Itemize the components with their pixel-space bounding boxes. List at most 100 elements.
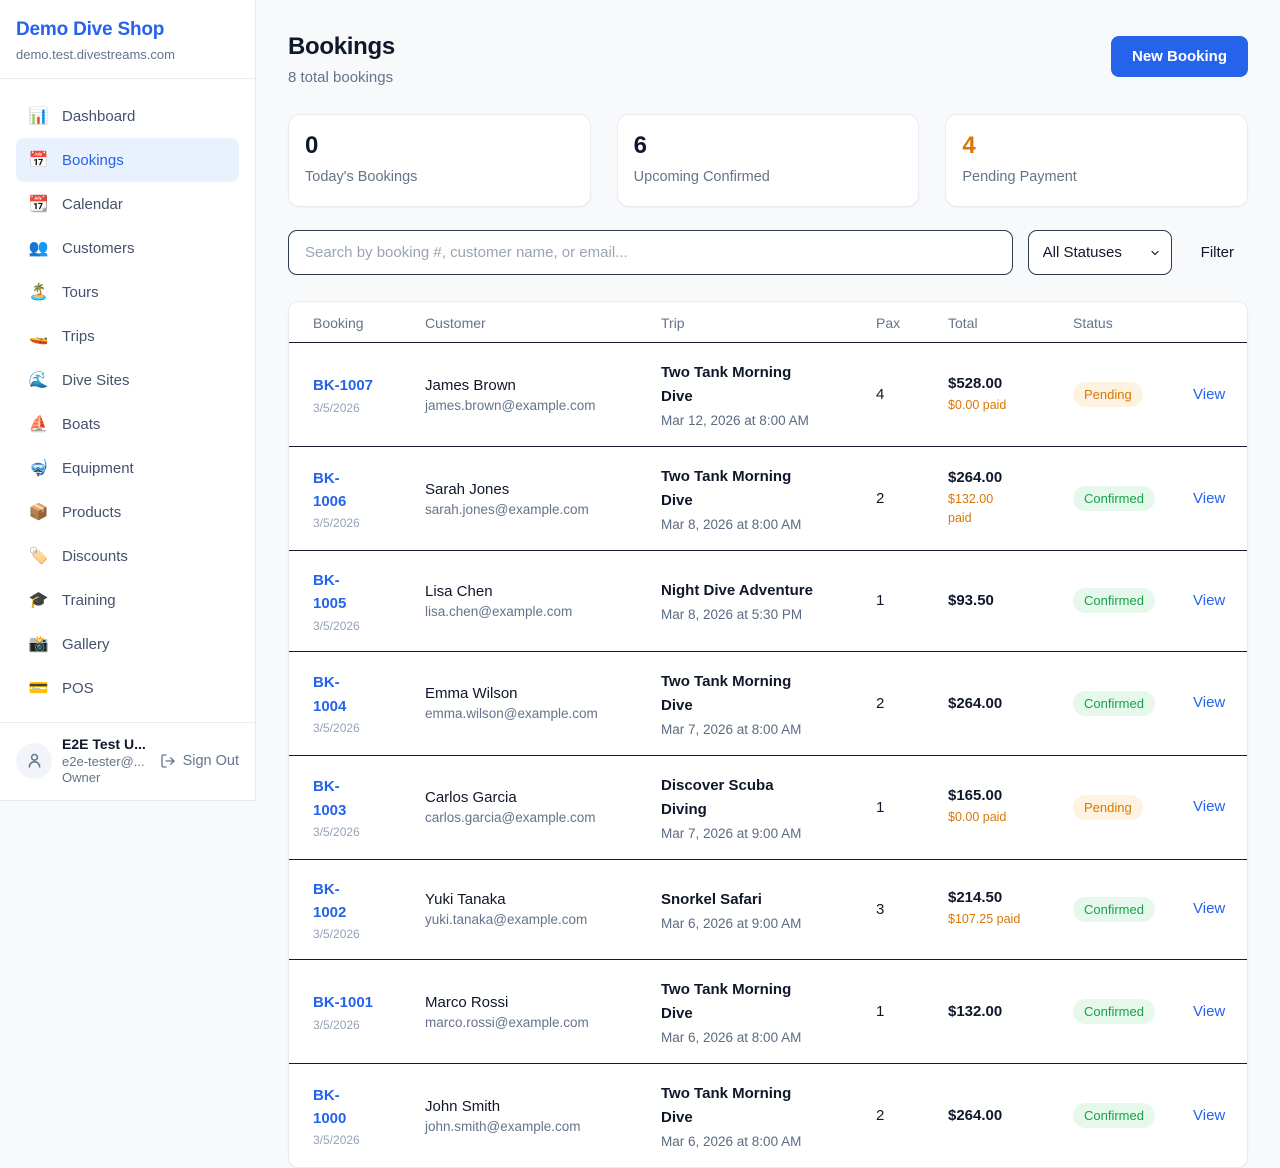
trip-name: Discover Scuba Diving	[661, 776, 774, 818]
view-link[interactable]: View	[1193, 385, 1226, 403]
column-header-total: Total	[948, 315, 978, 331]
view-link[interactable]: View	[1193, 1106, 1226, 1124]
booking-date: 3/5/2026	[313, 1133, 360, 1148]
customer-name: Lisa Chen	[425, 582, 493, 600]
sidebar-item-label: Boats	[62, 415, 101, 433]
sidebar-item-pos[interactable]: 💳 POS	[16, 666, 239, 710]
sidebar-item-trips[interactable]: 🚤 Trips	[16, 314, 239, 358]
pax-count: 2	[876, 694, 885, 712]
paid-amount: $107.25 paid	[948, 912, 1021, 927]
customer-name: Carlos Garcia	[425, 789, 517, 806]
booking-number-link[interactable]: BK- 1002	[313, 880, 347, 921]
total-amount: $165.00	[948, 787, 1003, 805]
view-link[interactable]: View	[1193, 694, 1226, 711]
total-amount: $264.00	[948, 694, 1003, 712]
filter-button[interactable]: Filter	[1187, 244, 1248, 261]
trip-datetime: Mar 8, 2026 at 5:30 PM	[661, 607, 803, 623]
column-header-status: Status	[1073, 315, 1113, 331]
label-tag-icon: 🏷️	[28, 548, 49, 565]
diving-mask-icon: 🤿	[28, 460, 49, 477]
view-link[interactable]: View	[1193, 489, 1226, 507]
sidebar-item-customers[interactable]: 👥 Customers	[16, 226, 239, 270]
sidebar-nav: 📊 Dashboard 📅 Bookings 📆 Calendar 👥 Customers 🏝️…	[0, 79, 255, 718]
view-link[interactable]: View	[1193, 1002, 1226, 1020]
status-badge: Pending	[1073, 382, 1143, 407]
table-row: BK- 1005 3/5/2026 Lisa Chen lisa.chen@ex…	[289, 550, 1247, 652]
brand: Demo Dive Shop demo.test.divestreams.com	[0, 0, 255, 79]
brand-name: Demo Dive Shop	[16, 19, 165, 40]
filter-bar: All Statuses Filter	[288, 230, 1248, 275]
sidebar-item-training[interactable]: 🎓 Training	[16, 578, 239, 622]
status-badge: Confirmed	[1073, 690, 1155, 716]
paid-amount: $0.00 paid	[948, 397, 1007, 412]
stat-label: Upcoming Confirmed	[633, 169, 770, 185]
bookings-table-card: Booking Customer Trip Pax Total Status B…	[288, 301, 1248, 1168]
trip-name: Two Tank Morning Dive	[661, 364, 792, 405]
pax-count: 2	[876, 1107, 885, 1124]
view-link[interactable]: View	[1193, 900, 1226, 918]
trip-datetime: Mar 6, 2026 at 8:00 AM	[661, 1030, 802, 1045]
customer-email: james.brown@example.com	[425, 397, 596, 413]
sailboat-icon: ⛵	[28, 416, 49, 433]
stat-value: 0	[305, 132, 319, 159]
booking-date: 3/5/2026	[313, 824, 360, 839]
sign-out-icon	[160, 753, 175, 768]
total-amount: $93.50	[948, 592, 994, 610]
sidebar-item-label: Dive Sites	[62, 371, 130, 389]
sidebar-item-products[interactable]: 📦 Products	[16, 490, 239, 534]
sidebar-item-dashboard[interactable]: 📊 Dashboard	[16, 94, 239, 138]
customer-name: John Smith	[425, 1097, 501, 1115]
sign-out-button[interactable]: Sign Out	[160, 753, 239, 769]
booking-number-link[interactable]: BK- 1003	[313, 778, 347, 819]
bookings-table: Booking Customer Trip Pax Total Status B…	[289, 302, 1247, 1167]
brand-domain: demo.test.divestreams.com	[16, 47, 175, 62]
total-amount: $214.50	[948, 889, 1003, 907]
booking-number-link[interactable]: BK- 1000	[313, 1086, 347, 1127]
column-header-trip: Trip	[661, 315, 685, 331]
pax-count: 3	[876, 900, 885, 918]
status-badge: Confirmed	[1073, 999, 1155, 1024]
sidebar-item-boats[interactable]: ⛵ Boats	[16, 402, 239, 446]
total-amount: $264.00	[948, 469, 1003, 487]
new-booking-button[interactable]: New Booking	[1110, 36, 1248, 77]
search-input[interactable]	[288, 230, 1013, 275]
trip-datetime: Mar 7, 2026 at 8:00 AM	[661, 721, 802, 737]
sidebar-item-gallery[interactable]: 📸 Gallery	[16, 622, 239, 666]
customer-email: lisa.chen@example.com	[425, 603, 573, 619]
booking-number-link[interactable]: BK-1001	[313, 994, 374, 1012]
sidebar-item-dive-sites[interactable]: 🌊 Dive Sites	[16, 358, 239, 402]
sidebar-item-label: Calendar	[62, 195, 123, 213]
customer-name: Marco Rossi	[425, 993, 509, 1011]
column-header-customer: Customer	[425, 315, 486, 331]
table-header-row: Booking Customer Trip Pax Total Status	[289, 302, 1247, 343]
table-row: BK- 1003 3/5/2026 Carlos Garcia carlos.g…	[289, 755, 1247, 859]
booking-number-link[interactable]: BK- 1005	[313, 572, 347, 613]
status-badge: Confirmed	[1073, 486, 1155, 511]
page-title: Bookings	[288, 33, 395, 60]
sidebar-item-calendar[interactable]: 📆 Calendar	[16, 182, 239, 226]
trip-datetime: Mar 6, 2026 at 9:00 AM	[661, 915, 802, 931]
sidebar-item-bookings[interactable]: 📅 Bookings	[16, 138, 239, 182]
view-link[interactable]: View	[1193, 591, 1226, 609]
sidebar-item-tours[interactable]: 🏝️ Tours	[16, 270, 239, 314]
sidebar-item-label: POS	[62, 679, 94, 697]
booking-number-link[interactable]: BK- 1006	[313, 469, 347, 510]
sidebar-item-equipment[interactable]: 🤿 Equipment	[16, 446, 239, 490]
sidebar-item-label: Equipment	[62, 459, 134, 477]
user-role: Owner	[62, 770, 101, 785]
booking-number-link[interactable]: BK- 1004	[313, 674, 347, 715]
table-row: BK-1001 3/5/2026 Marco Rossi marco.rossi…	[289, 959, 1247, 1064]
bar-chart-icon: 📊	[28, 108, 49, 125]
sidebar-item-discounts[interactable]: 🏷️ Discounts	[16, 534, 239, 578]
booking-number-link[interactable]: BK-1007	[313, 377, 374, 395]
table-row: BK- 1002 3/5/2026 Yuki Tanaka yuki.tanak…	[289, 859, 1247, 960]
status-filter-select[interactable]: All Statuses	[1027, 230, 1172, 275]
view-link[interactable]: View	[1193, 798, 1226, 815]
sidebar-item-label: Customers	[62, 239, 135, 257]
credit-card-icon: 💳	[28, 680, 49, 697]
customer-name: Emma Wilson	[425, 685, 518, 702]
table-row: BK- 1004 3/5/2026 Emma Wilson emma.wilso…	[289, 651, 1247, 755]
total-amount: $132.00	[948, 1003, 1003, 1020]
status-badge: Pending	[1073, 794, 1143, 820]
pax-count: 1	[876, 1003, 885, 1020]
